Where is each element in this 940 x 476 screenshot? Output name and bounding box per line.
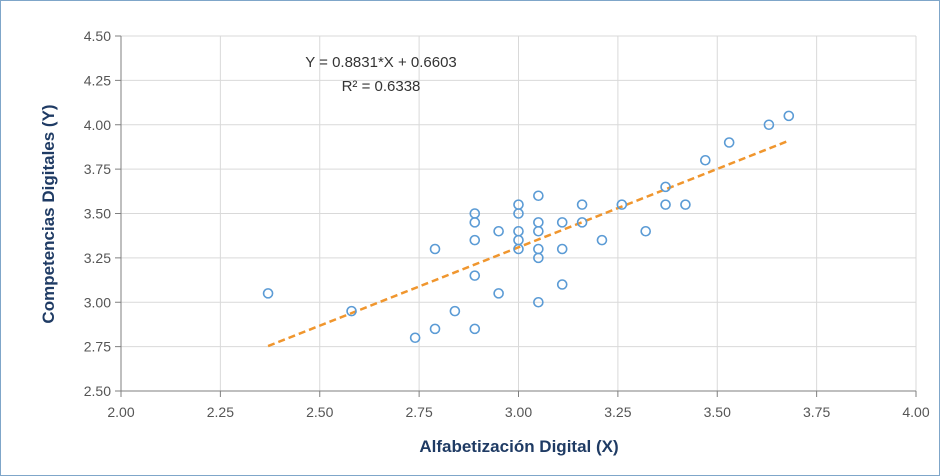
data-point: [576, 199, 588, 210]
y-tick-label: 4.00: [84, 117, 111, 133]
y-tick-label: 2.75: [84, 339, 111, 355]
data-point: [533, 190, 544, 202]
x-tick-label: 3.50: [704, 404, 731, 420]
y-tick-labels: 2.50 2.75 3.00 3.25 3.50 3.75 4.00 4.25 4.50: [84, 28, 111, 399]
data-point: [763, 119, 775, 131]
data-point: [556, 279, 568, 290]
axes: [115, 35, 917, 397]
data-point: [700, 154, 711, 166]
x-tick-label: 3.25: [604, 404, 631, 420]
data-point: [469, 234, 481, 246]
trendline-segment: [267, 139, 790, 348]
data-point: [533, 296, 544, 308]
data-point: [616, 199, 628, 210]
data-point: [409, 332, 421, 344]
y-tick-label: 3.75: [84, 161, 111, 177]
data-point: [596, 234, 608, 246]
x-tick-label: 4.00: [902, 404, 929, 420]
data-point: [533, 243, 544, 255]
y-tick-label: 4.25: [84, 72, 111, 88]
data-point: [493, 288, 504, 299]
data-point: [556, 243, 568, 255]
data-point: [576, 217, 588, 228]
y-tick-label: 2.50: [84, 383, 111, 399]
data-points: [262, 110, 795, 344]
x-tick-label: 2.25: [207, 404, 234, 420]
gridlines: [121, 35, 917, 391]
data-point: [556, 217, 568, 228]
data-point: [640, 225, 652, 237]
data-point: [533, 217, 544, 228]
data-point: [513, 225, 524, 237]
data-point: [262, 288, 274, 299]
x-tick-label: 3.00: [505, 404, 532, 420]
data-point: [723, 137, 735, 148]
data-point: [680, 199, 691, 210]
data-point: [469, 323, 481, 335]
data-point: [429, 323, 441, 335]
y-axis-title: Competencias Digitales (Y): [39, 104, 58, 323]
trendline: [267, 139, 790, 348]
x-tick-label: 2.50: [306, 404, 333, 420]
data-point: [533, 225, 544, 237]
y-tick-label: 3.50: [84, 206, 111, 222]
data-point: [469, 217, 481, 228]
trendline-equation: Y = 0.8831*X + 0.6603: [305, 54, 457, 71]
x-tick-label: 3.75: [803, 404, 830, 420]
data-point: [783, 110, 795, 122]
x-tick-label: 2.75: [406, 404, 433, 420]
data-point: [346, 305, 357, 317]
data-point: [449, 305, 461, 317]
data-point: [660, 199, 671, 210]
y-tick-label: 4.50: [84, 28, 111, 44]
x-tick-label: 2.00: [107, 404, 134, 420]
x-axis-title: Alfabetización Digital (X): [419, 437, 618, 456]
data-point: [429, 243, 441, 255]
data-point: [469, 270, 481, 281]
y-tick-label: 3.00: [84, 294, 111, 310]
y-tick-label: 3.25: [84, 250, 111, 266]
data-point: [660, 181, 671, 193]
data-point: [493, 225, 504, 237]
x-tick-labels: 2.00 2.25 2.50 2.75 3.00 3.25 3.50 3.75 4.00: [107, 404, 929, 420]
data-point: [513, 199, 524, 210]
data-point: [469, 208, 481, 219]
r-squared-label: R² = 0.6338: [342, 78, 421, 95]
